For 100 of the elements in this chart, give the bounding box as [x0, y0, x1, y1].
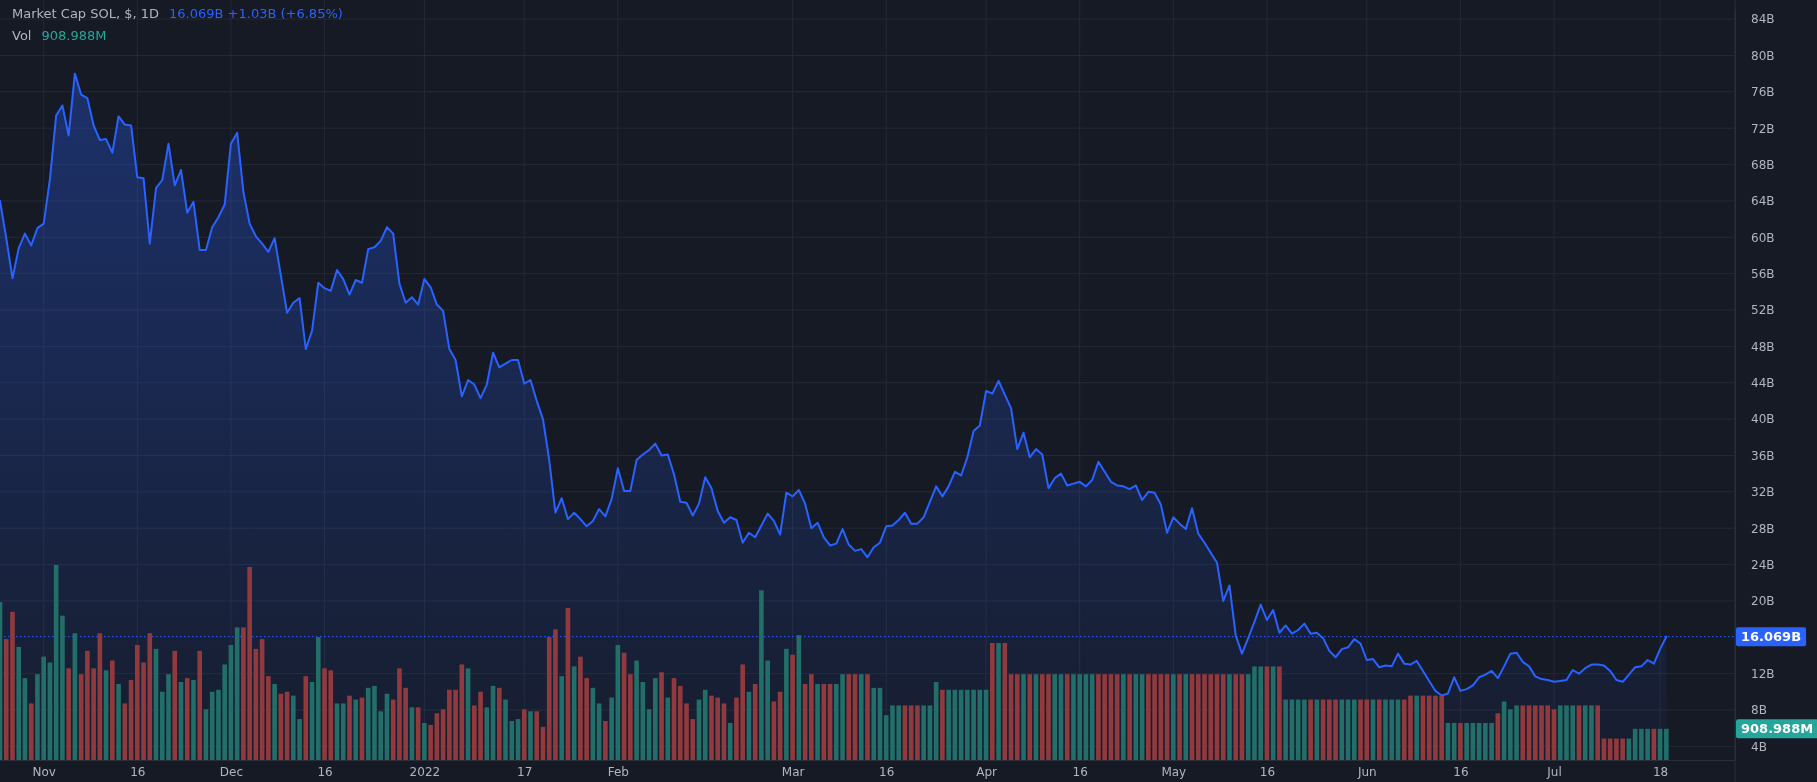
bar [347, 695, 352, 760]
bar [266, 676, 271, 760]
bar [1183, 674, 1189, 760]
bar [534, 711, 540, 760]
bar [16, 646, 22, 760]
bar [1177, 674, 1182, 760]
bar [1121, 674, 1126, 760]
bar [1027, 674, 1033, 760]
y-tick-label: 20B [1751, 594, 1775, 609]
bar [815, 683, 820, 760]
y-tick-label: 64B [1751, 194, 1775, 209]
annotation: 908.988M [41, 28, 107, 43]
bar [1664, 728, 1669, 760]
bar [1220, 674, 1226, 760]
bar [915, 705, 920, 760]
x-tick-label: 16 [1259, 764, 1276, 779]
x-tick-label: Dec [219, 764, 244, 779]
bar [609, 697, 614, 760]
bar [1064, 674, 1070, 760]
bar [1464, 722, 1469, 760]
bar [1302, 699, 1307, 760]
bar [1171, 674, 1176, 760]
bar [559, 676, 564, 760]
bar [66, 668, 71, 760]
bar [184, 678, 190, 760]
x-tick-label: Feb [607, 764, 629, 779]
bar [353, 699, 359, 760]
bar [1277, 666, 1282, 760]
bar [191, 680, 196, 760]
bar [1052, 674, 1058, 760]
x-tick-label: Jul [1546, 764, 1562, 779]
bar [484, 707, 490, 760]
chart-subtitle: 16.069B +1.03B (+6.85%) [169, 6, 343, 21]
bar [1021, 674, 1026, 760]
x-tick-label: 16 [1072, 764, 1088, 779]
bar [809, 674, 814, 760]
y-tick-label: 56B [1751, 266, 1775, 281]
ref-line-label: 16.069B [1741, 629, 1802, 645]
x-tick-label: Apr [976, 764, 998, 779]
y-tick-label: 4B [1751, 739, 1767, 754]
y-tick-label: 52B [1751, 303, 1775, 318]
x-tick-label: May [1161, 764, 1187, 779]
y-tick-label: 76B [1751, 85, 1775, 100]
y-tick-label: 40B [1751, 412, 1775, 427]
bar [1002, 643, 1008, 760]
bar [1351, 699, 1357, 760]
bar [990, 643, 995, 760]
bar [727, 722, 733, 760]
bar [116, 683, 121, 760]
bar [428, 724, 433, 760]
x-tick-label: 16 [1453, 764, 1469, 779]
bar [315, 637, 321, 760]
bar [60, 615, 65, 760]
y-tick-label: 32B [1751, 485, 1775, 500]
bar [865, 674, 870, 760]
bar [634, 660, 639, 760]
chart-title: Market Cap SOL, $, 1D [12, 6, 160, 21]
x-tick-label: Mar [781, 764, 805, 779]
bar [921, 705, 926, 760]
bar [197, 650, 203, 760]
bar [946, 689, 951, 760]
bar [790, 654, 795, 760]
x-tick-label: 16 [317, 764, 333, 779]
bar [496, 687, 502, 760]
y-tick-label: 24B [1751, 557, 1775, 572]
bar [1308, 699, 1313, 760]
bar [653, 678, 658, 760]
bar [1414, 695, 1420, 760]
bar [1127, 674, 1132, 760]
y-tick-label: 12B [1751, 666, 1775, 681]
bar [172, 650, 178, 760]
y-tick-label: 72B [1751, 121, 1775, 136]
text: Vol [12, 28, 32, 43]
y-tick-label: 44B [1751, 376, 1775, 391]
x-tick-label: 16 [130, 764, 146, 779]
bar [528, 711, 533, 760]
bar [603, 721, 608, 760]
bar [272, 683, 277, 760]
bar [659, 672, 664, 760]
bar [1233, 674, 1239, 760]
bar [1283, 699, 1288, 760]
bar [422, 722, 427, 760]
bar [340, 703, 346, 760]
bar [521, 709, 527, 760]
y-tick-label: 8B [1751, 703, 1767, 718]
bar [1376, 699, 1382, 760]
text: 908.988M [1741, 721, 1814, 737]
bar [1227, 674, 1232, 760]
bar [1595, 705, 1601, 760]
y-tick-label: 68B [1751, 157, 1775, 172]
bar [858, 674, 864, 760]
bar [846, 674, 852, 760]
x-tick-label: Nov [32, 764, 56, 779]
bar [784, 648, 789, 760]
bar [110, 660, 115, 760]
bar [28, 703, 34, 760]
bar [871, 687, 877, 760]
y-tick-label: 28B [1751, 521, 1775, 536]
bar [1014, 674, 1020, 760]
bar [1458, 722, 1463, 760]
